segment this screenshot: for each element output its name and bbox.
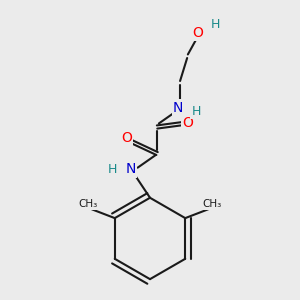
Text: N: N <box>173 100 184 115</box>
Text: CH₃: CH₃ <box>79 199 98 209</box>
Text: H: H <box>191 105 201 118</box>
Text: H: H <box>108 163 118 176</box>
Text: CH₃: CH₃ <box>202 199 221 209</box>
Text: O: O <box>121 130 132 145</box>
Text: N: N <box>125 163 136 176</box>
Text: O: O <box>192 26 203 40</box>
Text: H: H <box>211 18 220 31</box>
Text: O: O <box>182 116 193 130</box>
